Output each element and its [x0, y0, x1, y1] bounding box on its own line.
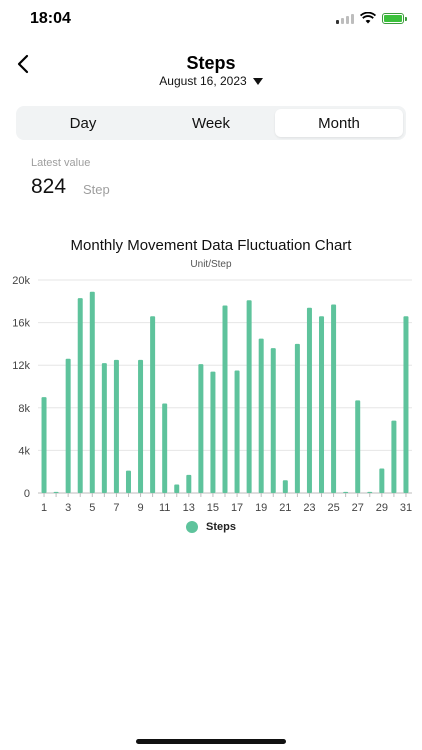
cellular-signal-icon: [336, 13, 354, 24]
chart-bar: [379, 468, 385, 493]
x-tick-label: 7: [113, 502, 119, 514]
x-tick-label: 13: [183, 502, 195, 514]
x-tick-label: 23: [303, 502, 315, 514]
y-tick-label: 16k: [12, 318, 30, 330]
chart-bar: [162, 403, 168, 493]
chart-bar: [355, 400, 361, 493]
chart-bar: [77, 298, 83, 493]
chart-legend[interactable]: Steps: [0, 521, 422, 533]
x-tick-label: 3: [65, 502, 71, 514]
chart-title: Monthly Movement Data Fluctuation Chart: [70, 237, 352, 254]
latest-value-label: Latest value: [31, 157, 91, 169]
chart-bar: [222, 305, 228, 493]
legend-label: Steps: [206, 521, 236, 533]
chart-bar: [198, 364, 204, 493]
x-tick-label: 19: [255, 502, 267, 514]
chevron-left-icon: [17, 54, 29, 74]
chart-bar: [174, 484, 180, 493]
chart-bar: [403, 316, 409, 493]
x-tick-label: 27: [352, 502, 364, 514]
x-tick-label: 5: [89, 502, 95, 514]
y-tick-label: 8k: [18, 403, 30, 415]
x-tick-label: 1: [41, 502, 47, 514]
x-tick-label: 17: [231, 502, 243, 514]
home-indicator: [136, 739, 286, 744]
chart-bar: [294, 343, 300, 493]
x-tick-label: 21: [279, 502, 291, 514]
chart-bar: [319, 316, 325, 493]
chart-bar: [138, 359, 144, 493]
wifi-icon: [360, 12, 376, 24]
chart-bar: [270, 348, 276, 493]
x-tick-label: 31: [400, 502, 412, 514]
chart-bar: [210, 371, 216, 493]
y-tick-label: 0: [24, 488, 30, 500]
status-time: 18:04: [30, 10, 71, 27]
chart-bar: [125, 470, 131, 493]
tab-day[interactable]: Day: [69, 114, 97, 132]
chart-bar: [113, 359, 119, 493]
chart-bar: [41, 397, 47, 493]
legend-swatch: [186, 521, 199, 533]
tab-month[interactable]: Month: [275, 109, 403, 137]
status-icons: [336, 12, 407, 24]
caret-down-icon: [252, 78, 263, 86]
status-bar: 18:04: [0, 0, 422, 40]
y-tick-label: 20k: [12, 275, 30, 287]
chart-bar: [101, 363, 107, 493]
chart-bar: [150, 316, 156, 493]
x-tick-label: 25: [327, 502, 339, 514]
chart-bar: [282, 480, 288, 493]
chart-bar: [246, 300, 252, 493]
latest-value: 824: [31, 175, 67, 198]
chart-bar: [234, 370, 240, 493]
y-tick-label: 4k: [18, 445, 30, 457]
x-tick-label: 15: [207, 502, 219, 514]
x-tick-label: 9: [137, 502, 143, 514]
chart-bar: [53, 491, 59, 493]
back-button[interactable]: [12, 52, 36, 76]
date-label: August 16, 2023: [159, 74, 247, 88]
battery-charging-icon: [382, 12, 407, 24]
page-title: Steps: [186, 53, 236, 73]
date-picker[interactable]: August 16, 2023: [0, 74, 422, 88]
tab-week[interactable]: Week: [191, 114, 231, 132]
chart-bar: [343, 491, 349, 493]
x-tick-label: 11: [159, 502, 170, 514]
chart-bar: [258, 338, 264, 493]
chart-bar: [306, 307, 312, 493]
chart-bar: [331, 304, 337, 493]
chart-unit-label: Unit/Step: [190, 259, 232, 270]
y-tick-label: 12k: [12, 360, 30, 372]
latest-value-unit: Step: [83, 182, 110, 197]
period-segmented-control: Day Week Month: [16, 106, 406, 140]
x-tick-label: 29: [376, 502, 388, 514]
chart-bar: [65, 358, 71, 493]
chart-bar: [391, 420, 397, 493]
chart-bar: [89, 291, 95, 493]
chart-bar: [367, 491, 373, 493]
chart-bar: [186, 474, 192, 493]
